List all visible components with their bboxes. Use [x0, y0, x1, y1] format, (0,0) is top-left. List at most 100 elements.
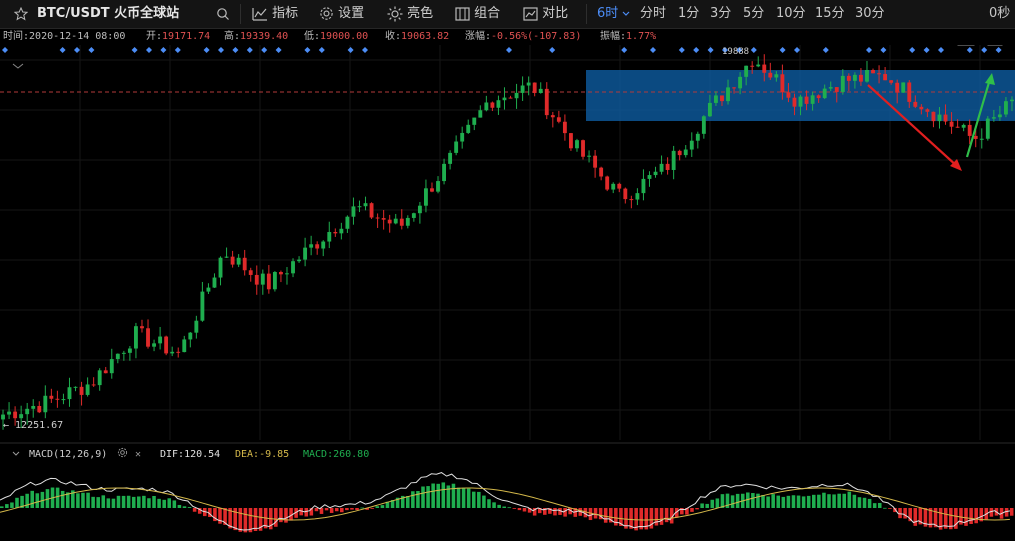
interval-option[interactable]: 15分: [815, 6, 845, 21]
macd-bar: [5, 504, 9, 508]
candle-body: [985, 118, 990, 139]
collapse-chevron-icon[interactable]: [12, 63, 24, 69]
compare-button[interactable]: 对比: [523, 0, 568, 28]
candle-body: [411, 213, 416, 218]
signal-diamond: [146, 47, 152, 53]
kline-chart[interactable]: 19888 ← 12251.67: [0, 45, 1015, 541]
macd-bar: [629, 508, 633, 529]
theme-button[interactable]: 亮色: [387, 0, 433, 28]
candle-body: [188, 332, 193, 340]
indicators-button[interactable]: 指标: [252, 0, 298, 28]
candle-body: [508, 97, 513, 99]
candle-body: [297, 259, 301, 262]
candle-body: [635, 193, 640, 200]
combo-label: 组合: [474, 6, 501, 21]
candle-body: [810, 95, 815, 104]
candle-body: [430, 188, 434, 192]
candle-body: [665, 163, 670, 170]
macd-bar: [674, 508, 679, 518]
settings-button[interactable]: 设置: [319, 0, 364, 28]
symbol-title[interactable]: BTC/USDT 火币全球站: [37, 6, 180, 21]
macd-close-icon[interactable]: ✕: [135, 449, 142, 460]
macd-bar: [634, 508, 638, 531]
macd-bar: [842, 493, 847, 508]
candle-body: [961, 124, 966, 128]
signal-diamond: [779, 47, 786, 53]
candle-body: [575, 140, 579, 149]
candle-body: [768, 72, 773, 78]
interval-option[interactable]: 5分: [743, 6, 765, 21]
candle-body: [73, 386, 78, 388]
macd-bar: [969, 508, 973, 524]
dea-value: DEA:-9.85: [235, 449, 290, 460]
macd-bar: [822, 492, 826, 508]
signal-diamond: [362, 47, 368, 53]
candle-body: [907, 82, 912, 102]
candle-body: [490, 102, 495, 108]
macd-bar: [527, 508, 532, 513]
macd-bar: [152, 495, 156, 508]
combo-button[interactable]: 组合: [455, 0, 500, 28]
candle-body: [55, 398, 60, 400]
compare-label: 对比: [542, 6, 569, 21]
candle-body: [309, 244, 314, 248]
candle-body: [538, 88, 543, 93]
candle-body: [973, 135, 978, 139]
candle-body: [822, 88, 827, 99]
candle-body: [61, 399, 66, 401]
interval-option[interactable]: 分时: [640, 6, 667, 21]
candle-body: [514, 92, 519, 99]
candle-body: [967, 124, 972, 136]
macd-bar: [137, 496, 141, 508]
macd-bar: [862, 497, 867, 508]
signal-diamond: [981, 47, 988, 53]
candle-body: [671, 150, 676, 170]
ohlc-info-bar: 时间:2020-12-14 08:00 开:19171.74 高:19339.4…: [0, 29, 1015, 45]
candle-body: [689, 140, 694, 150]
signal-diamond: [995, 47, 1002, 53]
macd-settings-gear-icon[interactable]: [117, 447, 128, 464]
macd-bar: [431, 483, 435, 508]
macd-bar: [279, 508, 283, 523]
candle-body: [91, 384, 96, 386]
candle-body: [399, 218, 404, 226]
candle-body: [611, 183, 616, 190]
signal-diamond: [203, 47, 210, 53]
macd-bar: [685, 508, 689, 515]
macd-bar: [725, 493, 730, 508]
search-icon[interactable]: [216, 0, 230, 28]
interval-dropdown[interactable]: 6时: [597, 0, 630, 28]
macd-bar: [730, 495, 735, 508]
signal-diamond: [909, 47, 916, 53]
candle-body: [206, 287, 211, 292]
macd-bar: [274, 508, 278, 527]
macd-bar: [436, 483, 441, 508]
macd-bar: [162, 499, 166, 508]
signal-diamond: [275, 47, 282, 53]
candle-body: [544, 88, 549, 116]
candle-body: [593, 155, 598, 168]
amplitude-info: 振幅:1.77%: [600, 31, 657, 42]
favorite-star-icon[interactable]: [13, 0, 29, 28]
interval-option[interactable]: 10分: [776, 6, 806, 21]
candle-body: [937, 114, 942, 122]
macd-bar: [233, 508, 238, 531]
macd-bar: [81, 492, 85, 508]
candle-body: [176, 351, 181, 353]
macd-bar: [553, 508, 557, 516]
macd-bar: [10, 502, 14, 508]
candle-body: [852, 74, 857, 81]
interval-option[interactable]: 30分: [855, 6, 885, 21]
macd-bar: [537, 508, 542, 514]
signal-diamond: [88, 47, 95, 53]
candle-body: [599, 167, 604, 177]
macd-bar: [223, 508, 227, 525]
interval-option[interactable]: 1分: [678, 6, 700, 21]
macd-bar: [299, 508, 303, 516]
candle-body: [653, 171, 658, 176]
macd-collapse-chevron-icon[interactable]: [12, 447, 20, 463]
macd-bar: [441, 482, 446, 508]
interval-option[interactable]: 3分: [710, 6, 732, 21]
macd-bar: [345, 508, 349, 511]
candle-body: [726, 87, 730, 102]
